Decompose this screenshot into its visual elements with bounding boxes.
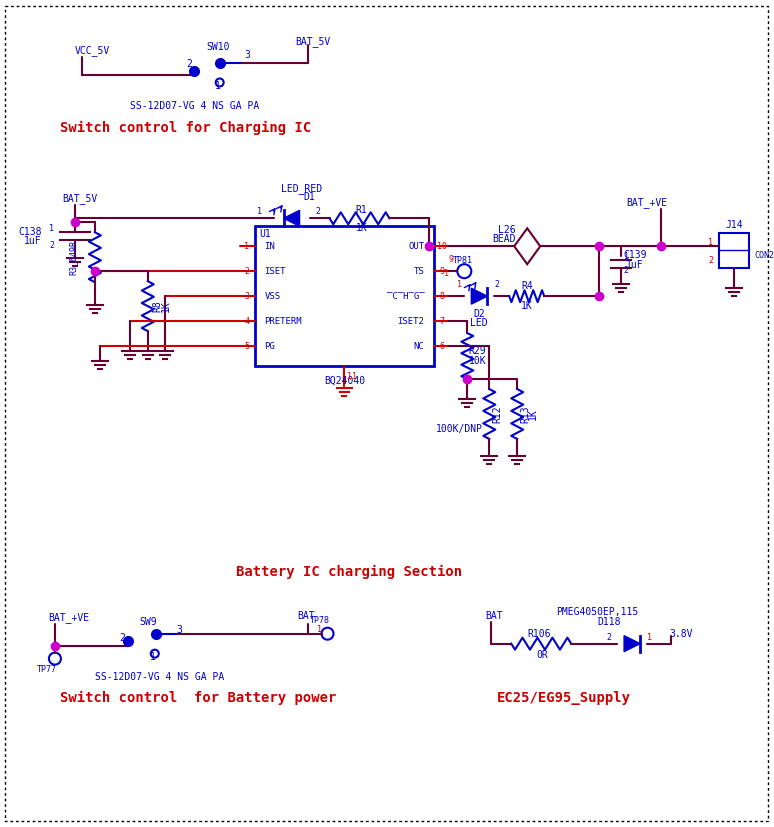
Text: LED: LED xyxy=(471,318,488,328)
Text: R8: R8 xyxy=(152,300,163,312)
Text: PMEG4050EP,115: PMEG4050EP,115 xyxy=(556,607,639,617)
Polygon shape xyxy=(283,210,300,227)
Text: 8: 8 xyxy=(440,292,445,301)
Text: TP78: TP78 xyxy=(310,616,330,625)
Text: TP77: TP77 xyxy=(37,665,57,674)
Text: 2: 2 xyxy=(244,267,249,275)
Text: SS-12D07-VG 4 NS GA PA: SS-12D07-VG 4 NS GA PA xyxy=(95,672,224,681)
Text: 1K: 1K xyxy=(528,408,538,420)
Text: 1uF: 1uF xyxy=(24,237,42,246)
Bar xyxy=(255,227,434,366)
Text: SW10: SW10 xyxy=(206,41,229,51)
Text: 100K/DNP: 100K/DNP xyxy=(436,424,483,434)
Text: BQ24040: BQ24040 xyxy=(324,376,365,386)
Text: R3_649R: R3_649R xyxy=(68,240,77,275)
Text: D1: D1 xyxy=(303,193,316,203)
Text: 1: 1 xyxy=(50,224,54,232)
Text: 1K: 1K xyxy=(161,300,171,312)
Text: 10K: 10K xyxy=(468,356,486,366)
Text: 9: 9 xyxy=(440,267,445,275)
Text: 2: 2 xyxy=(624,265,628,275)
Text: LED_RED: LED_RED xyxy=(281,183,322,194)
Text: PG: PG xyxy=(265,342,276,351)
Text: 9: 9 xyxy=(449,255,454,264)
Text: Switch control for Charging IC: Switch control for Charging IC xyxy=(60,122,311,136)
Text: SW9: SW9 xyxy=(139,617,156,627)
Text: 1: 1 xyxy=(457,280,462,289)
Text: EC25/EG95_Supply: EC25/EG95_Supply xyxy=(497,691,631,705)
Text: BEAD: BEAD xyxy=(492,234,516,244)
Text: BAT_+VE: BAT_+VE xyxy=(48,612,89,624)
Text: D2: D2 xyxy=(474,309,485,319)
Text: ̅C̅H̅G̅: ̅C̅H̅G̅ xyxy=(387,292,424,301)
Text: 2: 2 xyxy=(119,633,125,643)
Text: Switch control  for Battery power: Switch control for Battery power xyxy=(60,691,336,705)
Text: 2: 2 xyxy=(50,241,54,250)
Text: 1: 1 xyxy=(646,633,652,643)
Text: 2: 2 xyxy=(607,633,611,643)
Text: NC: NC xyxy=(413,342,424,351)
Text: 2: 2 xyxy=(315,207,320,216)
Text: BAT_5V: BAT_5V xyxy=(296,36,330,47)
Text: R106: R106 xyxy=(527,629,551,638)
Text: J14: J14 xyxy=(725,220,743,230)
Text: CON2: CON2 xyxy=(754,251,774,260)
Text: 1: 1 xyxy=(624,251,628,261)
Text: 2: 2 xyxy=(708,256,714,265)
Text: R13: R13 xyxy=(520,405,530,423)
Text: 3: 3 xyxy=(244,292,249,301)
Text: 6: 6 xyxy=(440,342,445,351)
Bar xyxy=(719,233,749,268)
Text: 1: 1 xyxy=(444,269,449,278)
Polygon shape xyxy=(624,636,640,652)
Text: 2: 2 xyxy=(187,59,193,69)
Text: BAT_5V: BAT_5V xyxy=(62,193,98,203)
Text: OUT: OUT xyxy=(408,241,424,251)
Polygon shape xyxy=(471,288,488,304)
Text: 0R: 0R xyxy=(536,650,548,660)
Text: 2: 2 xyxy=(495,280,500,289)
Text: U1: U1 xyxy=(259,229,272,239)
Text: R1: R1 xyxy=(355,205,368,215)
Text: 1: 1 xyxy=(150,652,156,662)
Text: C138: C138 xyxy=(19,227,42,237)
Text: PRETERM: PRETERM xyxy=(265,317,302,326)
Text: TP81: TP81 xyxy=(452,256,472,265)
Text: TS: TS xyxy=(413,267,424,275)
Text: 3.8V: 3.8V xyxy=(670,629,693,638)
Text: 1: 1 xyxy=(214,82,221,92)
Text: ISET: ISET xyxy=(265,267,286,275)
Text: 11: 11 xyxy=(348,371,358,380)
Text: BAT_+VE: BAT_+VE xyxy=(626,197,668,208)
Text: L26: L26 xyxy=(498,225,516,235)
Text: C139: C139 xyxy=(623,251,647,261)
Text: 4: 4 xyxy=(244,317,249,326)
Text: 5: 5 xyxy=(244,342,249,351)
Text: R4: R4 xyxy=(522,281,533,291)
Text: R12: R12 xyxy=(492,405,502,423)
Text: Battery IC charging Section: Battery IC charging Section xyxy=(236,565,463,579)
Text: BAT: BAT xyxy=(297,610,315,621)
Text: 3: 3 xyxy=(245,50,251,60)
Text: BAT: BAT xyxy=(485,610,503,621)
Text: D118: D118 xyxy=(598,617,621,627)
Text: 1: 1 xyxy=(257,207,262,216)
Text: ISET2: ISET2 xyxy=(398,317,424,326)
Text: 1: 1 xyxy=(244,241,249,251)
Text: SS-12D07-VG 4 NS GA PA: SS-12D07-VG 4 NS GA PA xyxy=(130,102,259,112)
Text: 1uF: 1uF xyxy=(626,261,644,270)
Text: IN: IN xyxy=(265,241,276,251)
Text: 1K: 1K xyxy=(355,223,368,233)
Text: 7: 7 xyxy=(440,317,445,326)
Text: VSS: VSS xyxy=(265,292,281,301)
Text: R29: R29 xyxy=(468,346,486,356)
Text: VCC_5V: VCC_5V xyxy=(75,45,110,56)
Text: 3: 3 xyxy=(176,624,183,634)
Text: 10: 10 xyxy=(437,241,447,251)
Text: 1: 1 xyxy=(317,625,322,634)
Text: 1K: 1K xyxy=(522,301,533,311)
Text: 1: 1 xyxy=(708,237,714,246)
